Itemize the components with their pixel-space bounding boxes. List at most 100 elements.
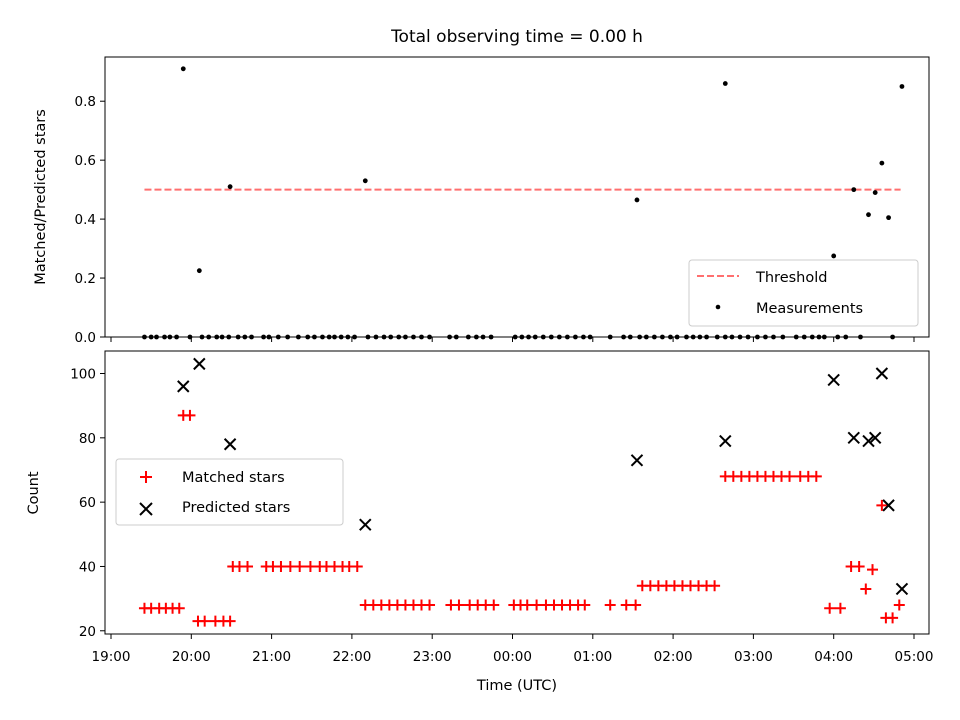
matched-point [810, 470, 822, 482]
matched-point [453, 599, 465, 611]
measurement-point [816, 334, 822, 340]
measurement-point [737, 334, 743, 340]
measurement-point [821, 334, 827, 340]
measurement-point [793, 334, 799, 340]
ratio-y-tick-label: 0.8 [75, 94, 96, 110]
measurement-point [403, 334, 408, 340]
measurement-point [345, 334, 351, 340]
legend-threshold-label: Threshold [755, 270, 827, 286]
count-legend-box [115, 458, 344, 526]
measurement-point [219, 334, 225, 340]
x-tick-label: 20:00 [172, 649, 211, 665]
measurement-point [556, 334, 562, 340]
measurement-point [180, 66, 186, 72]
matched-point [173, 602, 185, 614]
measurement-point [453, 334, 459, 340]
measurement-point [419, 334, 424, 340]
measurement-point [465, 334, 471, 340]
measurement-point [326, 334, 332, 340]
measurement-point [312, 334, 317, 340]
measurement-point [581, 334, 586, 340]
measurement-point [540, 334, 546, 340]
measurement-point [831, 253, 837, 259]
measurement-point [704, 334, 709, 340]
predicted-point [193, 357, 206, 371]
legend-measurements-swatch [715, 304, 721, 310]
count-y-tick-label: 20 [79, 624, 96, 640]
measurement-point [651, 334, 657, 340]
measurement-point [745, 334, 751, 340]
matched-point [784, 470, 796, 482]
ratio-legend-box [688, 259, 919, 327]
measurement-point [427, 334, 432, 340]
matched-point [860, 583, 872, 595]
measurement-point [381, 334, 387, 340]
measurement-point [488, 334, 494, 340]
measurement-point [697, 334, 703, 340]
measurement-point [771, 334, 776, 340]
measurement-point [295, 334, 301, 340]
measurement-point [763, 334, 768, 340]
predicted-point [895, 582, 909, 596]
measurement-point [858, 334, 863, 340]
measurement-point [206, 334, 212, 340]
measurement-point [162, 334, 167, 340]
predicted-point [177, 380, 190, 393]
predicted-point [875, 367, 889, 380]
measurement-point [365, 334, 371, 340]
measurement-point [154, 334, 159, 340]
measurement-point [338, 334, 344, 340]
measurement-point [684, 334, 689, 340]
matched-point [893, 599, 905, 611]
measurement-point [519, 334, 525, 340]
measurement-point [261, 334, 266, 340]
measurement-point [235, 334, 241, 340]
measurement-point [362, 178, 368, 184]
measurement-point [196, 268, 202, 274]
matched-point [620, 599, 632, 611]
legend-matched-swatch [140, 471, 152, 483]
measurement-point [607, 334, 613, 340]
matched-point [853, 560, 865, 572]
predicted-point [359, 518, 372, 531]
measurement-point [388, 334, 394, 340]
measurement-point [843, 334, 849, 340]
predicted-point [862, 434, 875, 448]
measurement-point [801, 334, 807, 340]
count-panel: 20 40 60 80 100 19:00 20:00 21:00 22:00 23:00 00:… [26, 350, 933, 694]
matched-point [488, 599, 500, 611]
count-y-ticks: 20 40 60 80 100 [70, 367, 105, 640]
measurement-point [564, 334, 570, 340]
measurement-point [167, 334, 173, 340]
count-panel-frame [104, 350, 930, 635]
matched-point [242, 560, 254, 572]
measurement-point [411, 334, 416, 340]
x-tick-label: 00:00 [493, 649, 532, 665]
measurement-point [755, 334, 760, 340]
measurement-point [722, 334, 728, 340]
matched-point [709, 580, 721, 592]
ratio-x-ticks [110, 337, 915, 342]
predicted-point [719, 434, 732, 448]
measurement-point [668, 334, 673, 340]
count-y-tick-label: 60 [79, 495, 96, 511]
measurement-point [634, 197, 640, 203]
x-tick-label: 21:00 [252, 649, 291, 665]
measurement-point [249, 334, 254, 340]
predicted-point [630, 454, 644, 467]
measurement-point [266, 334, 272, 340]
count-y-tick-label: 100 [70, 367, 96, 383]
measurement-point [473, 334, 479, 340]
measurement-point [643, 334, 649, 340]
measurement-point [899, 84, 905, 89]
measurement-point [142, 334, 147, 340]
measurement-point [729, 334, 735, 340]
matched-point [834, 602, 846, 614]
ratio-y-tick-label: 0.4 [75, 212, 96, 228]
count-y-axis-label: Count [26, 471, 42, 514]
measurement-point [187, 334, 193, 340]
measurement-point [872, 190, 878, 195]
measurement-point [214, 334, 220, 340]
matched-point [424, 599, 436, 611]
measurement-point [886, 215, 891, 221]
